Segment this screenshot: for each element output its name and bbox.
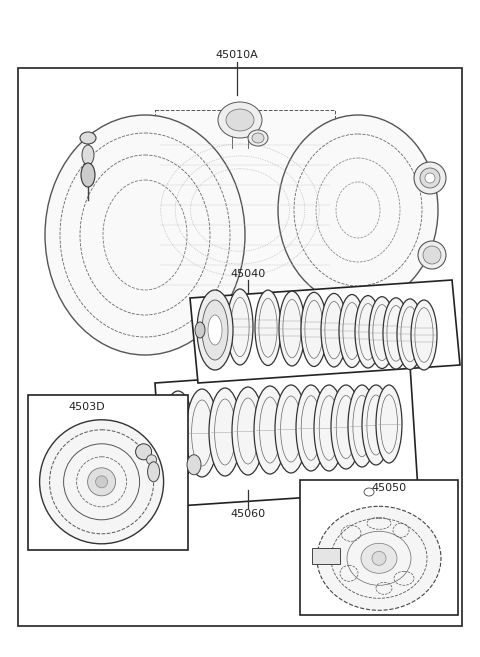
Text: 45040: 45040 <box>230 269 265 279</box>
Ellipse shape <box>397 299 423 369</box>
Ellipse shape <box>232 387 264 475</box>
Ellipse shape <box>218 102 262 138</box>
Ellipse shape <box>331 385 361 469</box>
Ellipse shape <box>361 543 397 574</box>
Bar <box>312 547 340 564</box>
Ellipse shape <box>279 291 305 366</box>
Ellipse shape <box>202 300 228 360</box>
Bar <box>18 68 462 626</box>
Ellipse shape <box>197 290 233 370</box>
Ellipse shape <box>296 385 326 471</box>
Ellipse shape <box>317 507 441 610</box>
Ellipse shape <box>362 385 390 465</box>
Ellipse shape <box>81 163 95 187</box>
Ellipse shape <box>208 315 222 345</box>
Ellipse shape <box>372 551 386 565</box>
Ellipse shape <box>96 476 108 487</box>
Ellipse shape <box>136 443 152 460</box>
Text: 45060: 45060 <box>230 509 265 519</box>
Polygon shape <box>155 365 418 507</box>
Ellipse shape <box>411 300 437 370</box>
Ellipse shape <box>248 130 268 146</box>
Ellipse shape <box>195 322 205 338</box>
Text: 45010A: 45010A <box>216 50 258 60</box>
Ellipse shape <box>82 145 94 165</box>
Ellipse shape <box>88 468 116 496</box>
Text: 4503D: 4503D <box>68 402 105 412</box>
Ellipse shape <box>355 296 381 368</box>
Ellipse shape <box>314 385 344 471</box>
Bar <box>28 395 188 550</box>
Ellipse shape <box>278 115 438 305</box>
Ellipse shape <box>252 133 264 143</box>
Ellipse shape <box>255 290 281 365</box>
Ellipse shape <box>209 388 241 476</box>
Ellipse shape <box>146 455 156 464</box>
Ellipse shape <box>348 385 376 467</box>
Ellipse shape <box>418 241 446 269</box>
Ellipse shape <box>148 462 159 482</box>
Ellipse shape <box>301 292 327 367</box>
Ellipse shape <box>321 294 347 367</box>
Ellipse shape <box>369 297 395 369</box>
Polygon shape <box>190 280 460 383</box>
Ellipse shape <box>40 420 164 544</box>
Ellipse shape <box>254 386 286 474</box>
Ellipse shape <box>162 391 194 479</box>
Ellipse shape <box>227 289 253 365</box>
Ellipse shape <box>275 385 307 473</box>
Ellipse shape <box>186 389 218 477</box>
Bar <box>155 110 335 320</box>
Ellipse shape <box>423 246 441 264</box>
Ellipse shape <box>420 168 440 188</box>
Ellipse shape <box>45 115 245 355</box>
Ellipse shape <box>383 298 409 369</box>
Ellipse shape <box>414 162 446 194</box>
Ellipse shape <box>339 294 365 367</box>
Ellipse shape <box>187 455 201 475</box>
Ellipse shape <box>226 109 254 131</box>
Ellipse shape <box>425 173 435 183</box>
Bar <box>300 480 458 615</box>
Ellipse shape <box>376 385 402 463</box>
Text: 45050: 45050 <box>371 483 406 493</box>
Ellipse shape <box>80 132 96 144</box>
